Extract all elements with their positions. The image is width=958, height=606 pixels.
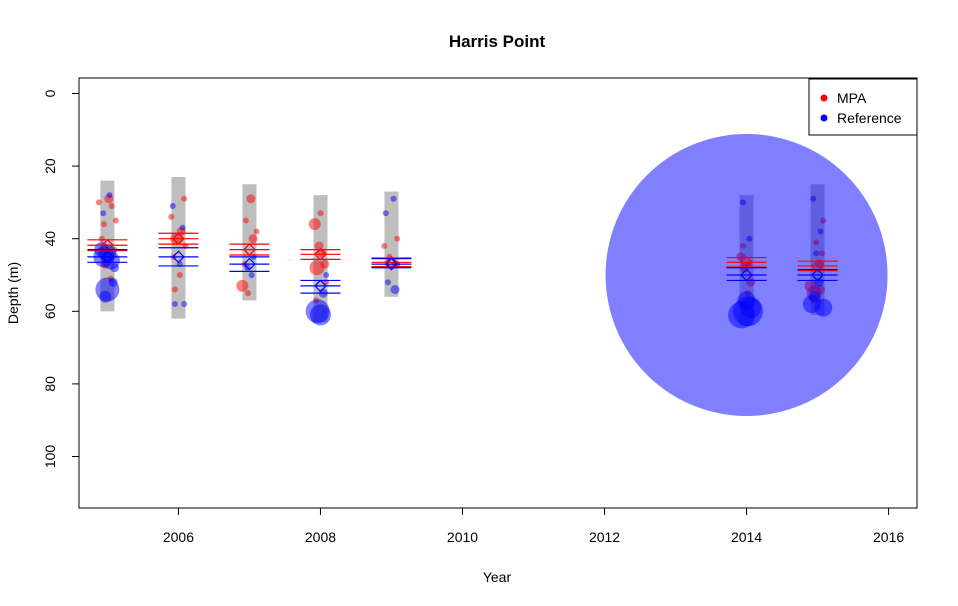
x-tick-label: 2012 [589, 529, 620, 545]
x-tick-label: 2008 [305, 529, 336, 545]
mean-marker [314, 247, 327, 261]
y-tick-label: 100 [42, 445, 58, 469]
data-point [317, 210, 324, 217]
mean-marker [811, 268, 824, 282]
data-point [95, 199, 102, 206]
data-point [253, 228, 260, 235]
data-point [168, 213, 175, 220]
data-point [179, 224, 186, 231]
x-axis-label: Year [483, 569, 512, 585]
legend-reference-label: Reference [837, 110, 902, 126]
data-point [169, 203, 176, 210]
data-point [390, 285, 400, 295]
data-point [108, 203, 115, 210]
data-point [248, 272, 255, 278]
y-tick-label: 60 [42, 303, 58, 319]
x-tick-label: 2016 [873, 529, 904, 545]
data-point [808, 290, 821, 303]
mean-marker [740, 268, 753, 282]
x-axis: 2006 2008 2010 2012 2014 2016 [163, 508, 904, 545]
chart-title: Harris Point [449, 32, 546, 51]
data-point [110, 263, 120, 273]
data-point [248, 234, 258, 244]
data-point [171, 301, 178, 308]
x-tick-label: 2006 [163, 529, 194, 545]
data-point [814, 298, 833, 317]
legend-mpa-label: MPA [837, 90, 867, 106]
data-point [746, 235, 753, 242]
data-point [100, 221, 107, 228]
data-point [242, 217, 249, 224]
data-point [737, 291, 756, 310]
mean-marker [172, 232, 185, 246]
y-tick-label: 0 [42, 89, 58, 97]
data-point [112, 217, 119, 224]
data-point [181, 195, 188, 202]
x-tick-label: 2010 [447, 529, 478, 545]
data-point [176, 272, 183, 278]
legend-mpa-marker [820, 94, 828, 102]
y-tick-label: 80 [42, 376, 58, 392]
data-point [106, 192, 113, 199]
data-point [245, 290, 252, 297]
depth-range-bar [384, 191, 399, 297]
data-point [381, 242, 388, 249]
data-point [171, 286, 178, 293]
data-point [98, 235, 105, 242]
data-point [181, 301, 188, 308]
plot-layer [87, 134, 888, 416]
data-point [394, 235, 401, 242]
y-tick-label: 40 [42, 231, 58, 247]
data-point [810, 195, 817, 202]
data-point [108, 277, 118, 287]
plot-frame [78, 77, 918, 509]
legend-reference-marker [820, 114, 828, 122]
data-point [246, 194, 256, 204]
legend-box [808, 78, 918, 136]
mean-marker [314, 279, 327, 293]
y-axis-label: Depth (m) [5, 262, 21, 324]
mean-marker [243, 243, 256, 256]
mean-marker [811, 259, 824, 273]
x-tick-label: 2014 [731, 529, 762, 545]
data-point [100, 210, 107, 217]
mean-marker [385, 257, 398, 271]
mean-marker [101, 250, 114, 264]
legend: MPA Reference [808, 78, 918, 136]
mean-marker [172, 250, 185, 264]
y-tick-label: 20 [42, 158, 58, 174]
y-axis: 0 20 40 60 80 100 [42, 89, 79, 468]
data-point [320, 259, 330, 269]
data-point [236, 279, 249, 292]
data-point [323, 272, 330, 278]
data-point [382, 210, 389, 217]
data-point [314, 241, 324, 251]
data-point [813, 250, 820, 257]
data-point [817, 228, 824, 235]
data-point [308, 218, 321, 231]
data-point [309, 304, 331, 326]
data-point [740, 199, 747, 206]
data-point [384, 279, 391, 286]
data-point [390, 195, 397, 202]
data-point [99, 290, 112, 303]
mean-marker [243, 257, 256, 271]
